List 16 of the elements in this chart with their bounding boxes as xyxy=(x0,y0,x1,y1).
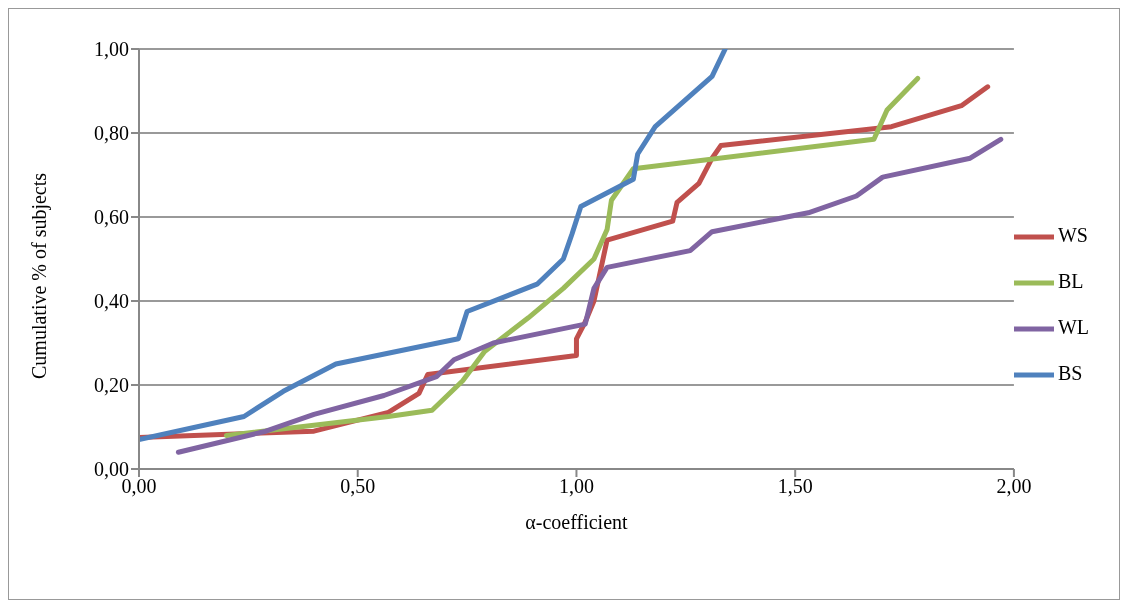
legend-label: BS xyxy=(1057,362,1083,384)
x-tick-label: 1,00 xyxy=(558,475,594,498)
x-tick-label: 2,00 xyxy=(996,475,1032,498)
legend-label: WL xyxy=(1057,316,1089,338)
legend-label: WS xyxy=(1057,224,1088,246)
legend-label: BL xyxy=(1057,270,1084,292)
y-tick-label: 0,60 xyxy=(94,206,129,229)
y-tick-label: 0,20 xyxy=(94,374,129,397)
x-axis-title: α-coefficient xyxy=(525,511,629,533)
y-tick-label: 1,00 xyxy=(94,38,129,61)
y-tick-label: 0,80 xyxy=(94,122,129,145)
x-tick-label: 0,50 xyxy=(340,475,376,498)
x-tick-label: 0,00 xyxy=(121,475,157,498)
y-axis-title: Cumulative % of subjects xyxy=(28,172,52,379)
x-tick-label: 1,50 xyxy=(777,475,813,498)
y-tick-label: 0,40 xyxy=(94,290,129,313)
